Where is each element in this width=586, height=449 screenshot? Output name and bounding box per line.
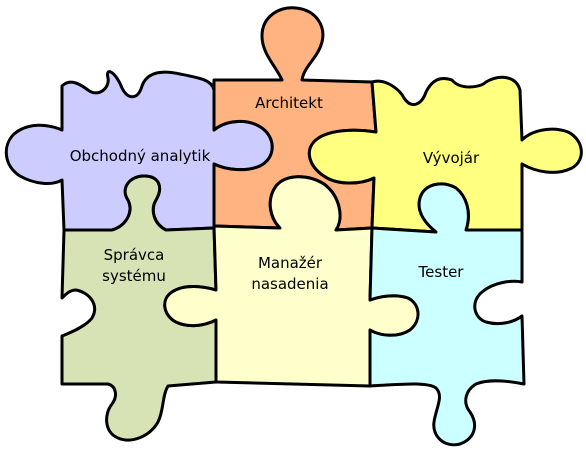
piece-tester <box>368 182 526 447</box>
label-manazer-line2: nasadenia <box>251 275 328 293</box>
label-obchodny-analytik: Obchodný analytik <box>70 147 211 165</box>
label-architekt: Architekt <box>255 94 323 112</box>
label-spravca-line1: Správca <box>104 246 165 264</box>
label-spravca-line2: systému <box>102 267 166 285</box>
label-tester: Tester <box>418 263 465 281</box>
label-manazer-line1: Manažér <box>258 254 323 272</box>
piece-vyvojar <box>308 75 583 234</box>
label-vyvojar: Vývojár <box>423 149 480 167</box>
